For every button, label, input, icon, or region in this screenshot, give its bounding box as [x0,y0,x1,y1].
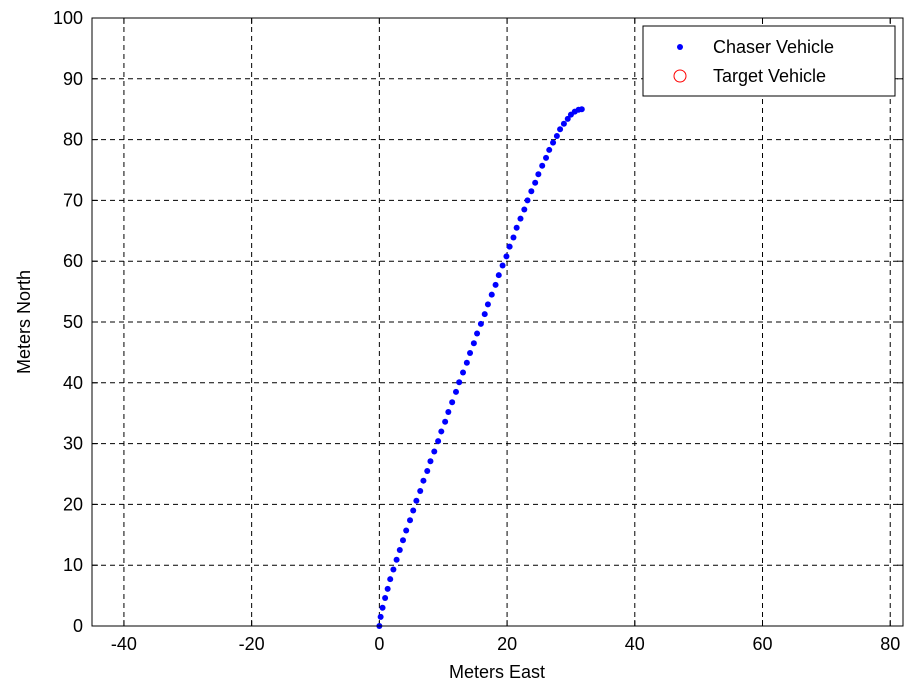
legend: Chaser Vehicle Target Vehicle [642,25,896,97]
chaser-point [510,234,517,241]
chaser-point [403,527,410,534]
chaser-point [532,179,539,186]
chaser-point [399,537,406,544]
chaser-point [420,477,427,484]
legend-marker-target [673,69,687,83]
chaser-point [506,243,513,250]
chaser-point [528,188,535,195]
chaser-point [499,262,506,269]
plot-frame [91,17,904,627]
chaser-point [578,106,585,113]
chaser-point [481,311,488,318]
data-series [376,106,585,629]
chaser-point [407,517,414,524]
y-axis-label: Meters North [14,270,34,374]
chaser-point [424,467,431,474]
axis-tick-labels: -40 -20 0 20 40 60 80 0 10 20 30 40 50 60 70 80 90 100 [53,8,900,654]
chaser-point [396,547,403,553]
chaser-point [488,291,495,298]
x-tick-label: 40 [625,634,645,654]
chaser-point [431,448,438,455]
chaser-point [382,595,389,602]
y-tick-label: 70 [63,190,83,210]
chaser-point [557,126,564,133]
y-tick-label: 20 [63,494,83,514]
chaser-point [492,281,499,288]
y-tick-label: 80 [63,130,83,150]
chaser-point [413,497,420,504]
chaser-point [470,340,477,347]
chaser-point [427,458,434,465]
chaser-point [546,146,553,153]
x-tick-label: 0 [374,634,384,654]
chaser-point [477,320,484,327]
chaser-point [564,115,571,122]
x-tick-label: -20 [239,634,265,654]
legend-label-chaser: Chaser Vehicle [713,37,834,57]
chaser-point [410,507,417,514]
chaser-point [452,388,459,395]
chaser-point [449,399,456,406]
x-tick-label: 60 [752,634,772,654]
chaser-point [550,139,557,146]
y-tick-label: 100 [53,8,83,28]
y-tick-label: 40 [63,373,83,393]
legend-marker-chaser [677,44,683,50]
chaser-point [384,585,391,592]
chaser-point [495,272,502,279]
chaser-point [474,330,481,337]
chaser-point [539,162,546,169]
chaser-point [517,215,524,222]
chaser-vehicle-series [376,106,585,629]
chaser-point [543,154,550,161]
chaser-point [463,359,470,366]
y-tick-label: 50 [63,312,83,332]
chaser-point [390,566,397,573]
chaser-point [438,428,445,435]
chaser-point [435,438,442,445]
chaser-point [503,253,510,260]
y-tick-label: 60 [63,251,83,271]
y-tick-label: 30 [63,434,83,454]
chaser-point [513,224,520,231]
legend-box [642,25,896,97]
chaser-point [445,408,452,415]
chaser-point [379,604,386,611]
chaser-point [456,379,463,386]
chaser-point [467,350,474,357]
y-tick-label: 0 [73,616,83,636]
x-tick-label: 80 [880,634,900,654]
chaser-point [535,171,542,178]
x-tick-label: 20 [497,634,517,654]
chaser-point [460,369,467,376]
y-tick-label: 10 [63,555,83,575]
x-axis-label: Meters East [449,662,545,682]
chaser-point [560,120,567,127]
y-tick-label: 90 [63,69,83,89]
chaser-point [484,301,491,308]
chaser-point [524,197,531,204]
chaser-point [521,206,528,213]
axis-ticks [92,17,903,627]
chaser-point [393,556,400,563]
chaser-point [417,488,424,495]
chaser-point [387,576,394,583]
legend-label-target: Target Vehicle [713,66,826,86]
chaser-point [553,132,560,139]
chaser-point [442,418,449,425]
x-tick-label: -40 [111,634,137,654]
chaser-point [377,613,384,620]
